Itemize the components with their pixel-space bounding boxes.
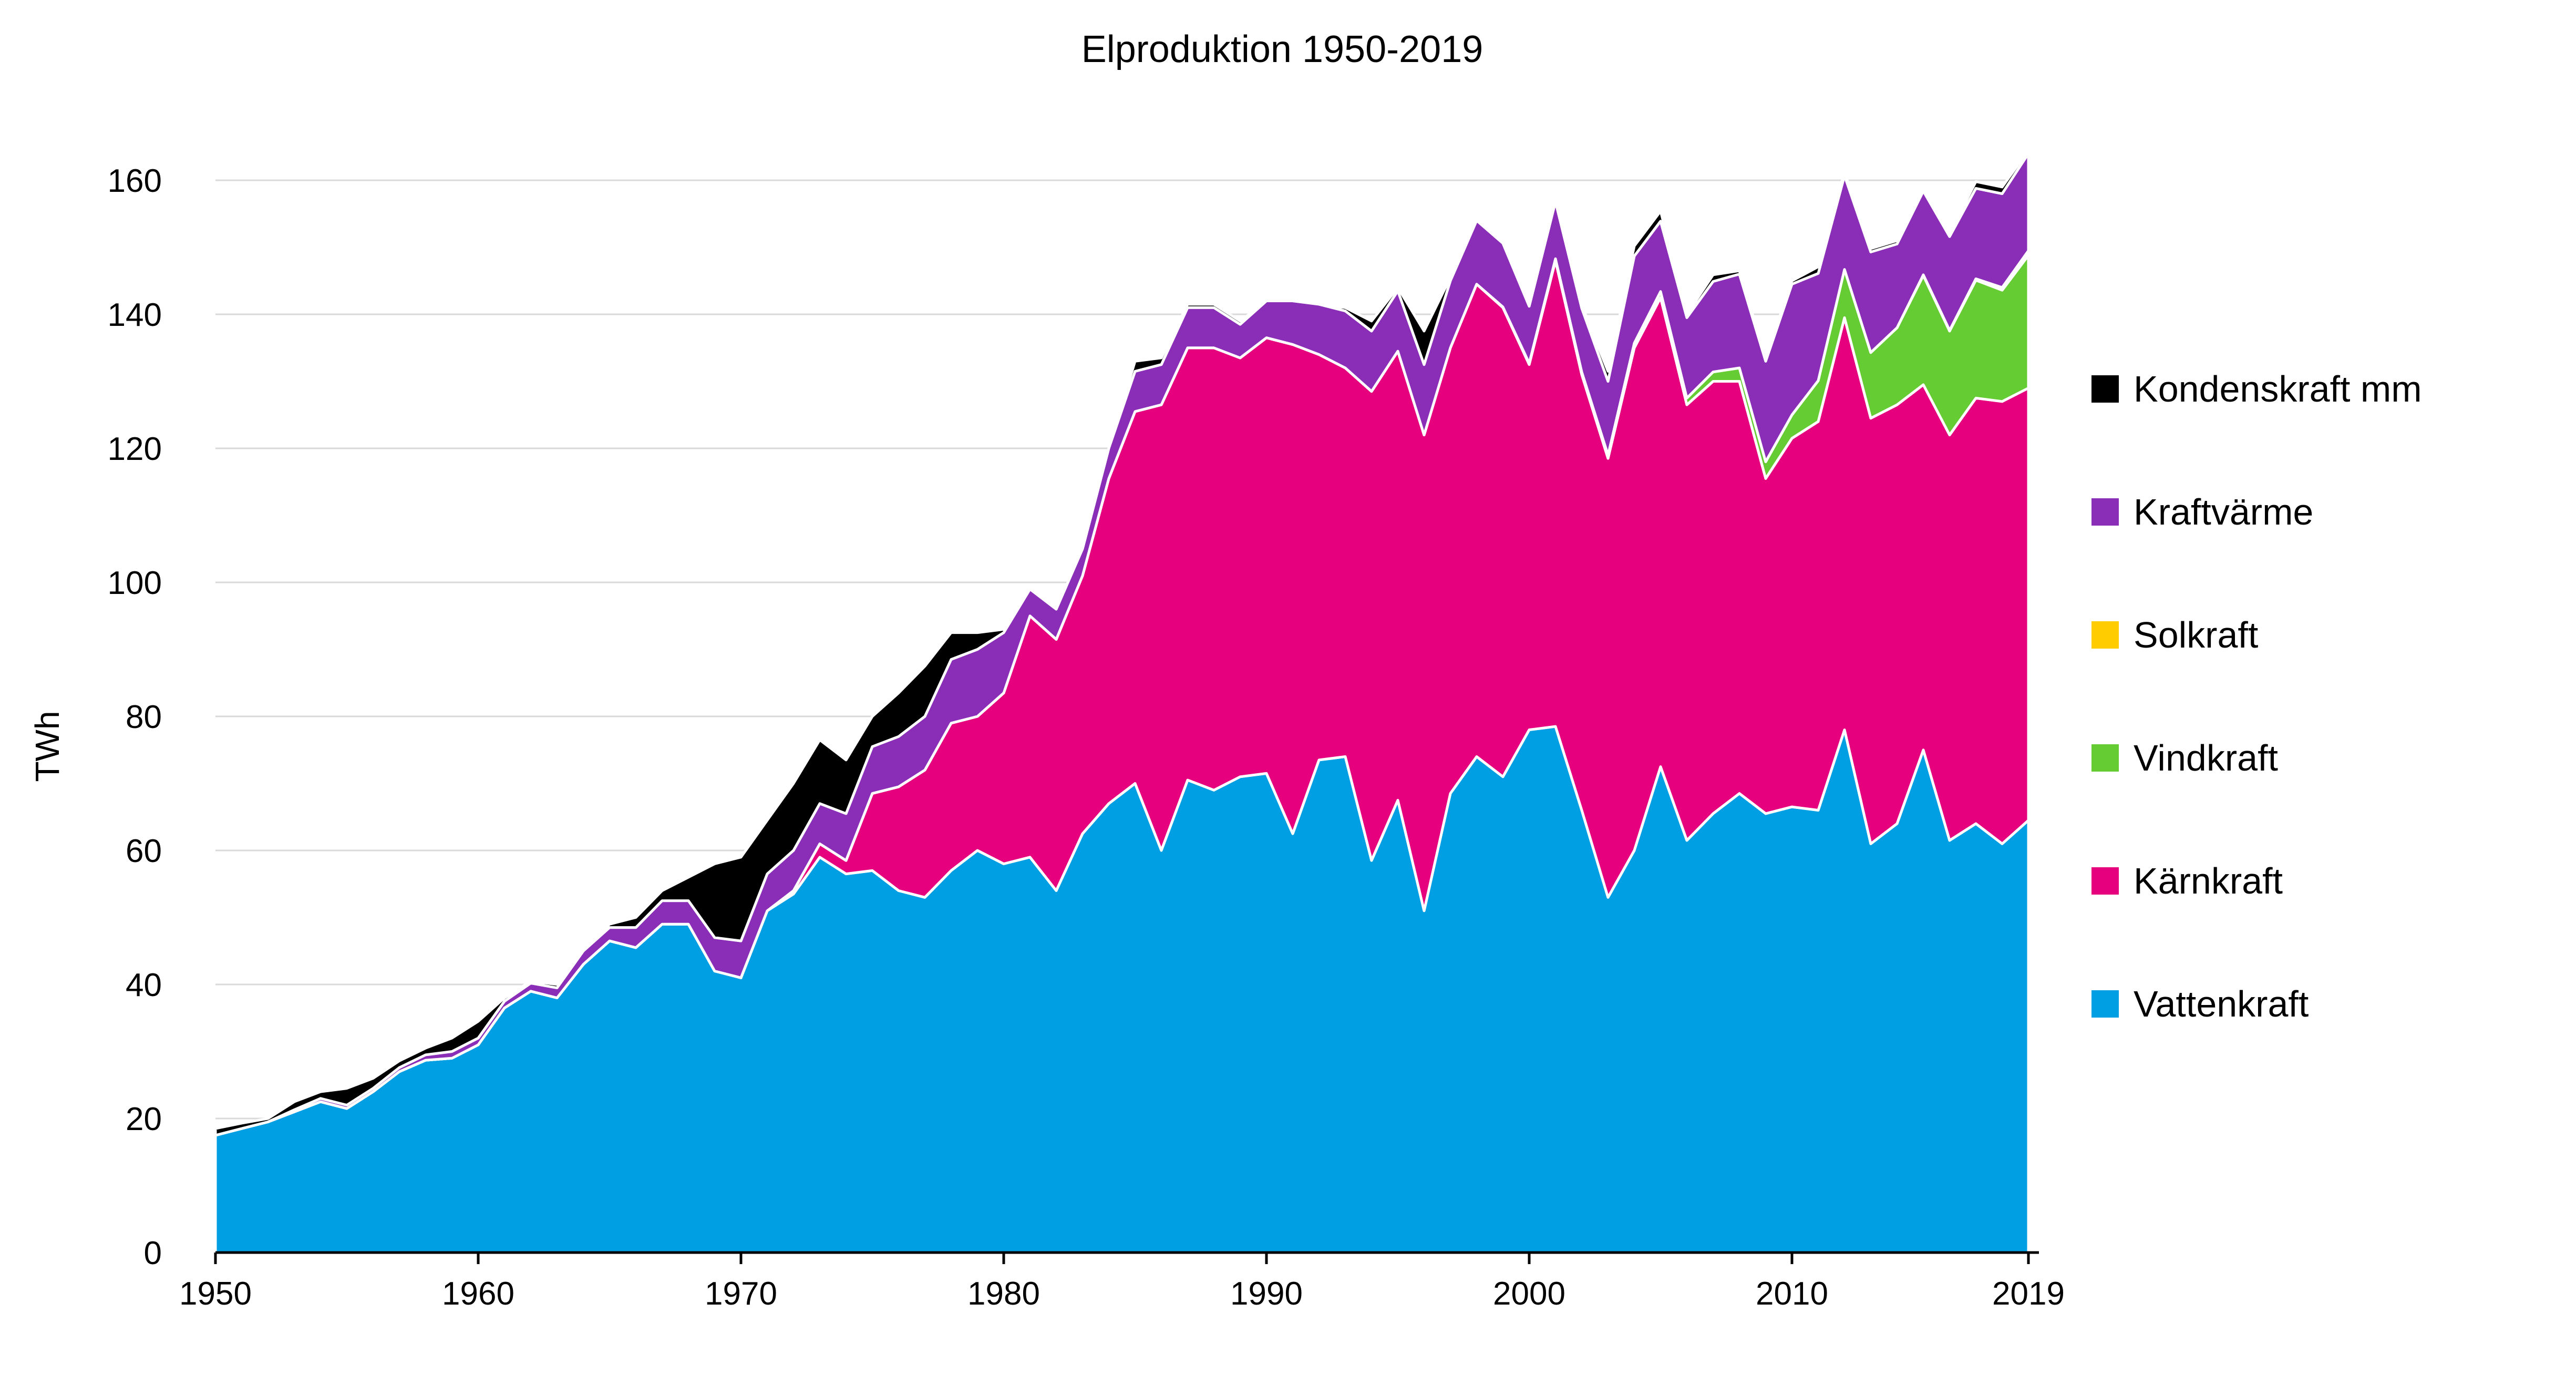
legend-swatch	[2091, 867, 2119, 895]
legend-swatch	[2091, 375, 2119, 403]
y-tick-label: 80	[126, 699, 162, 735]
y-tick-label: 20	[126, 1101, 162, 1137]
legend-swatch	[2091, 498, 2119, 526]
x-tick-label: 2010	[1756, 1276, 1828, 1312]
x-tick-label: 1950	[179, 1276, 252, 1312]
area-series	[214, 149, 2030, 1137]
legend-item: Vattenkraft	[2091, 983, 2309, 1024]
legend-label: Solkraft	[2134, 614, 2258, 655]
x-tick-label: 2019	[1992, 1276, 2065, 1312]
legend-swatch	[2091, 744, 2119, 772]
y-tick-label: 140	[108, 297, 162, 333]
x-tick-label: 2000	[1493, 1276, 1565, 1312]
x-tick-label: 1980	[967, 1276, 1040, 1312]
legend-label: Vindkraft	[2134, 737, 2278, 778]
legend-item: Kondenskraft mm	[2091, 368, 2422, 409]
y-tick-label: 100	[108, 565, 162, 601]
legend-swatch	[2091, 621, 2119, 649]
legend-label: Kraftvärme	[2134, 491, 2313, 532]
x-tick-label: 1970	[705, 1276, 777, 1312]
y-axis-ticks: 0 20 40 60 80 100 120 140 160	[108, 163, 162, 1271]
y-tick-label: 160	[108, 163, 162, 199]
legend-label: Kärnkraft	[2134, 860, 2283, 901]
y-axis-title: TWh	[28, 711, 66, 782]
y-tick-label: 0	[144, 1235, 162, 1271]
legend-item: Vindkraft	[2091, 737, 2278, 778]
legend: Kondenskraft mm Kraftvärme Solkraft Vindkra…	[2091, 368, 2422, 1024]
x-tick-label: 1960	[442, 1276, 514, 1312]
y-tick-label: 60	[126, 833, 162, 869]
legend-label: Vattenkraft	[2134, 983, 2309, 1024]
legend-item: Kraftvärme	[2091, 491, 2313, 532]
x-tick-label: 1990	[1230, 1276, 1303, 1312]
chart-title: Elproduktion 1950-2019	[1081, 28, 1483, 70]
legend-item: Kärnkraft	[2091, 860, 2283, 901]
plot-area	[214, 149, 2030, 1254]
y-tick-label: 120	[108, 431, 162, 467]
legend-item: Solkraft	[2091, 614, 2258, 655]
legend-swatch	[2091, 990, 2119, 1018]
legend-label: Kondenskraft mm	[2134, 368, 2422, 409]
y-tick-label: 40	[126, 967, 162, 1003]
x-axis-ticks: 1950 1960 1970 1980 1990 2000 2010 2019	[179, 1253, 2065, 1312]
